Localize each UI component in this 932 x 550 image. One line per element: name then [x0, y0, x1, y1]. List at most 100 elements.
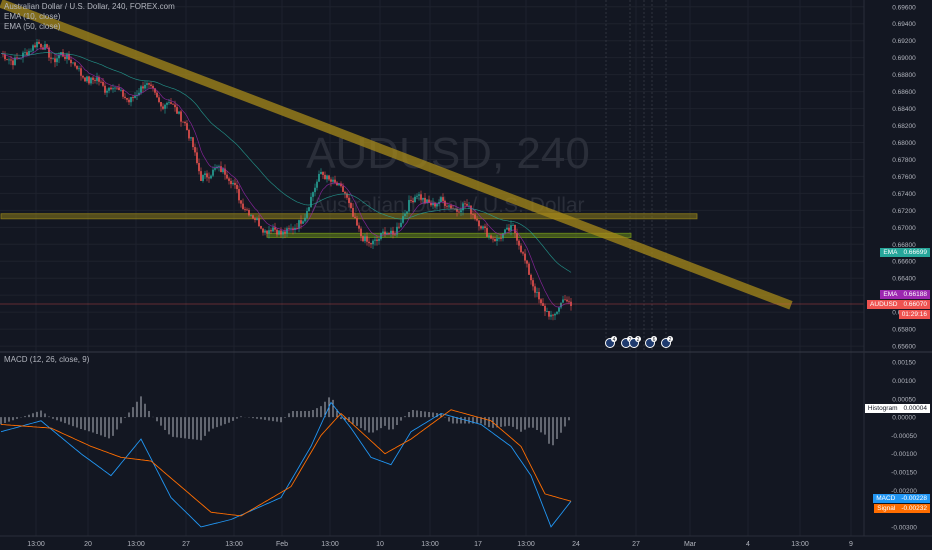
time-axis[interactable]: 13:00 20 13:00 27 13:00 Feb 13:00 10 13:00 17 13:0… — [27, 541, 853, 548]
candle-body — [338, 183, 340, 186]
candle-body — [450, 205, 452, 209]
candle-body — [384, 231, 386, 235]
candle-body — [152, 85, 154, 89]
candle-body — [304, 217, 306, 222]
candle-body — [516, 233, 518, 241]
candle-body — [376, 239, 378, 241]
macd-legend[interactable]: MACD (12, 26, close, 9) — [4, 355, 90, 364]
candle-body — [310, 196, 312, 208]
candle-body — [482, 226, 484, 229]
candle-body — [508, 227, 510, 231]
event-marker[interactable]: 2 — [629, 336, 642, 348]
candle-body — [506, 227, 508, 230]
candle-body — [484, 226, 486, 229]
event-marker[interactable]: 2 — [661, 336, 674, 348]
candle-body — [134, 95, 136, 98]
candle-body — [74, 62, 76, 66]
price-tick-label: 0.65600 — [892, 344, 916, 351]
price-tick-label: 0.68400 — [892, 106, 916, 113]
candle-body — [210, 175, 212, 179]
ema50-tag-label: EMA — [880, 248, 901, 257]
candle-body — [204, 173, 206, 176]
candle-body — [188, 130, 190, 139]
candle-body — [408, 200, 410, 212]
candle-body — [414, 196, 416, 203]
candle-body — [394, 234, 396, 236]
event-count: 4 — [613, 337, 616, 343]
candle-body — [196, 152, 198, 164]
candle-body — [156, 92, 158, 98]
candle-body — [498, 238, 500, 239]
ema10-tag-value: 0.66188 — [900, 290, 930, 299]
ema50-legend[interactable]: EMA (50, close) — [4, 22, 61, 31]
candle-body — [76, 65, 78, 69]
support-zone — [0, 213, 698, 220]
candle-body — [348, 197, 350, 204]
candle-body — [336, 182, 338, 186]
candle-body — [370, 243, 372, 245]
last-tag-label: AUDUSD — [867, 300, 901, 309]
candle-body — [354, 216, 356, 219]
candle-body — [36, 41, 38, 48]
candle-body — [260, 226, 262, 229]
ema10-legend[interactable]: EMA (10, close) — [4, 12, 61, 21]
candle-body — [486, 228, 488, 237]
candle-body — [488, 235, 490, 237]
candle-body — [170, 102, 172, 104]
candle-body — [248, 210, 250, 216]
candle-body — [302, 221, 304, 224]
candle-body — [222, 168, 224, 173]
candle-body — [102, 81, 104, 86]
candle-body — [162, 106, 164, 109]
time-tick-label: 9 — [849, 541, 853, 548]
time-tick-label: 13:00 — [517, 541, 535, 548]
candle-body — [526, 260, 528, 264]
candle-body — [138, 92, 140, 96]
trendline[interactable] — [0, 0, 793, 310]
candle-body — [340, 183, 342, 187]
price-tick-label: 0.69200 — [892, 38, 916, 45]
candle-body — [522, 252, 524, 254]
event-marker[interactable]: 4 — [605, 336, 618, 348]
candle-body — [360, 228, 362, 237]
candle-body — [462, 203, 464, 211]
macd-tag: MACD -0.00228 — [873, 494, 930, 503]
price-tick-label: 0.66800 — [892, 242, 916, 249]
candle-body — [64, 56, 66, 59]
candle-body — [326, 175, 328, 180]
symbol-title[interactable]: Australian Dollar / U.S. Dollar, 240, FO… — [4, 2, 175, 11]
price-tick-label: 0.67400 — [892, 191, 916, 198]
candle-body — [246, 209, 248, 211]
ema50-tag-value: 0.66699 — [900, 248, 930, 257]
price-tick-label: 0.69400 — [892, 21, 916, 28]
candle-body — [280, 230, 282, 235]
candle-body — [214, 168, 216, 170]
candle-body — [544, 305, 546, 312]
candle-body — [308, 207, 310, 211]
candle-body — [446, 205, 448, 207]
candle-body — [144, 84, 146, 89]
candle-body — [40, 43, 42, 48]
candle-body — [436, 203, 438, 207]
time-tick-label: 13:00 — [321, 541, 339, 548]
macd-tick-label: -0.00150 — [891, 469, 917, 476]
candle-body — [524, 253, 526, 261]
candle-body — [372, 240, 374, 245]
event-marker[interactable]: 6 — [645, 336, 658, 348]
signal-tag: Signal -0.00232 — [874, 504, 930, 513]
candle-body — [442, 197, 444, 201]
candle-body — [124, 96, 126, 99]
candle-body — [426, 199, 428, 204]
candle-body — [432, 202, 434, 206]
histogram-tag-value: 0.00004 — [900, 404, 930, 413]
candle-body — [274, 227, 276, 230]
candle-body — [116, 87, 118, 89]
candle-body — [472, 214, 474, 216]
event-markers[interactable]: 42262 — [605, 336, 674, 348]
candle-body — [288, 228, 290, 230]
candle-body — [566, 299, 568, 302]
candle-body — [502, 233, 504, 239]
histogram-tag: Histogram 0.00004 — [864, 404, 930, 413]
candle-body — [510, 225, 512, 231]
